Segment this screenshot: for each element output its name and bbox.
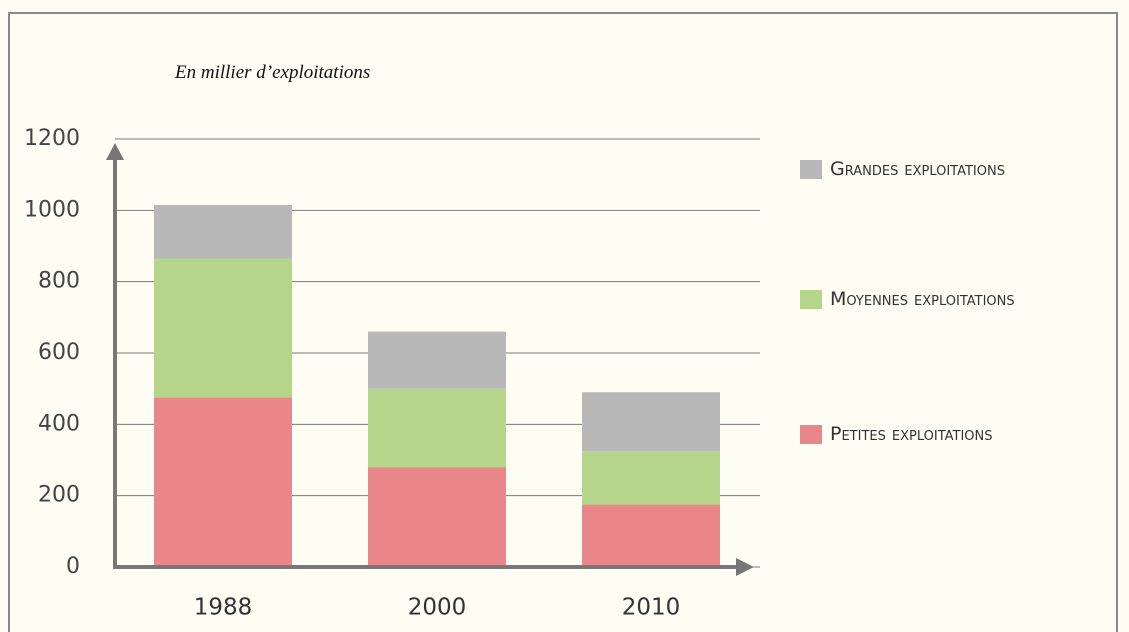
x-axis-arrow [736, 558, 754, 576]
y-axis-arrow [106, 143, 124, 160]
y-tick-label: 200 [38, 483, 80, 508]
legend-label: Petites exploitations [830, 423, 993, 445]
bar-segment [582, 451, 720, 505]
legend-swatch [800, 160, 822, 179]
bar-segment [582, 504, 720, 567]
y-tick-label: 1200 [24, 126, 80, 151]
bar-segment [154, 204, 292, 259]
legend-label: Moyennes exploitations [830, 288, 1015, 310]
bar-segment [368, 467, 506, 567]
legend-entry: Moyennes exploitations [800, 287, 1020, 318]
y-tick-label: 400 [38, 411, 80, 436]
legend-swatch [800, 425, 822, 444]
frame [8, 12, 1118, 632]
y-tick-label: 0 [66, 554, 80, 579]
bar-segment [582, 392, 720, 452]
bar-segment [368, 331, 506, 389]
legend-entry: Grandes exploitations [800, 157, 1020, 188]
bar-segment [154, 258, 292, 398]
x-tick-label: 1988 [194, 595, 253, 621]
y-tick-label: 600 [38, 340, 80, 365]
legend-entry: Petites exploitations [800, 422, 1129, 453]
y-tick-label: 800 [38, 269, 80, 294]
x-tick-label: 2000 [408, 595, 467, 621]
chart-subtitle: En millier d’exploitations [175, 62, 371, 83]
legend-label: Grandes exploitations [830, 158, 1005, 180]
bar-segment [368, 388, 506, 468]
y-tick-label: 1000 [24, 197, 80, 222]
x-tick-label: 2010 [622, 595, 681, 621]
legend-swatch [800, 290, 822, 309]
bar-segment [154, 397, 292, 567]
